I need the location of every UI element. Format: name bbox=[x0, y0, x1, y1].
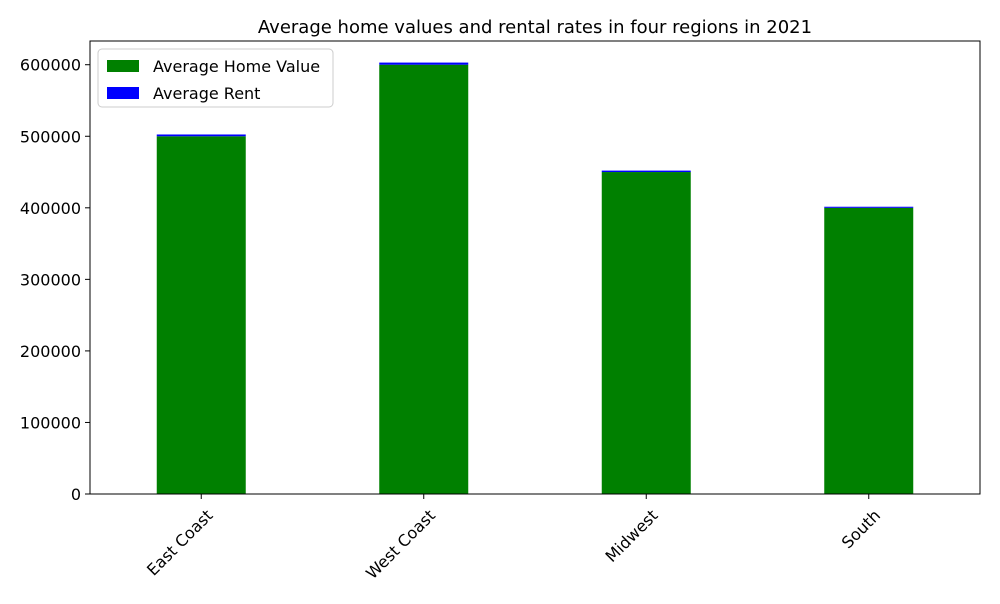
bar-average-home-value-east-coast bbox=[156, 136, 246, 494]
bar-average-rent-east-coast bbox=[156, 134, 246, 137]
y-tick-label: 400000 bbox=[20, 199, 81, 218]
bar-average-home-value-south bbox=[824, 207, 914, 494]
bar-average-home-value-midwest bbox=[601, 172, 691, 494]
bar-average-home-value-west-coast bbox=[379, 64, 469, 495]
legend-swatch bbox=[107, 87, 139, 99]
plot-frame bbox=[89, 40, 981, 495]
y-tick-label: 600000 bbox=[20, 56, 81, 75]
bar-average-rent-midwest bbox=[601, 170, 691, 173]
y-tick-label: 200000 bbox=[20, 342, 81, 361]
legend: Average Home Value Average Rent bbox=[97, 48, 334, 108]
legend-label: Average Rent bbox=[153, 84, 260, 103]
bar-average-rent-west-coast bbox=[379, 62, 469, 65]
y-tick-label: 500000 bbox=[20, 127, 81, 146]
bars-layer bbox=[156, 62, 914, 495]
chart-title: Average home values and rental rates in … bbox=[258, 17, 812, 38]
y-tick-label: 100000 bbox=[20, 413, 81, 432]
bar-average-rent-south bbox=[824, 206, 914, 208]
y-tick-label: 300000 bbox=[20, 270, 81, 289]
y-tick-label: 0 bbox=[71, 485, 81, 504]
legend-label: Average Home Value bbox=[153, 57, 320, 76]
legend-swatch bbox=[107, 60, 139, 72]
legend-box bbox=[97, 48, 334, 108]
